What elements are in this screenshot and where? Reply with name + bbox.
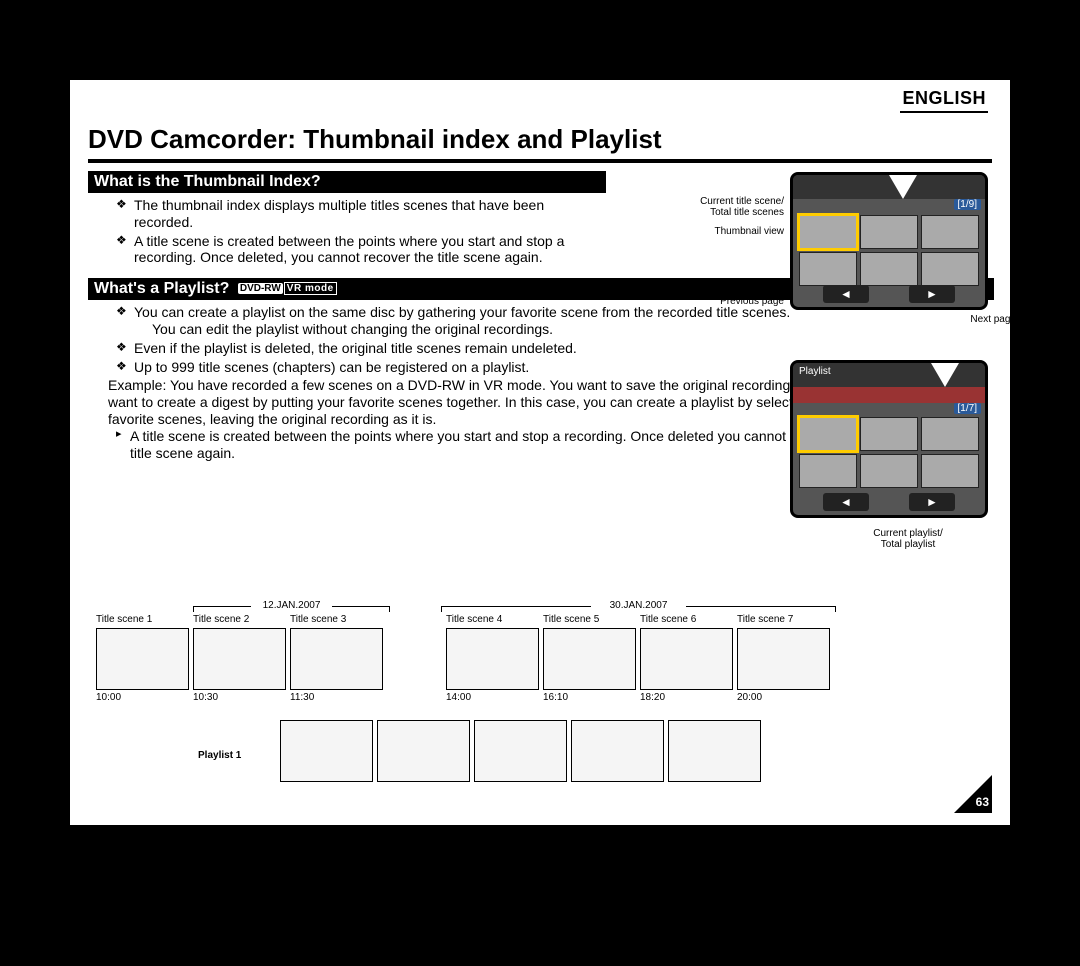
label-line: Current title scene/ (700, 196, 784, 207)
mode-badge: DVD-RWVR mode (238, 283, 337, 294)
lcd1-next-label: Next page (906, 314, 1016, 325)
bullet: Up to 999 title scenes (chapters) can be… (116, 359, 886, 376)
scene-label: Title scene 7 (737, 614, 830, 626)
section2-heading-text: What's a Playlist? (94, 280, 229, 297)
bullet-subline: You can edit the playlist without changi… (152, 321, 886, 338)
scene-label: Title scene 1 (96, 614, 189, 626)
date-label: 12.JAN.2007 (263, 600, 321, 611)
page-number-corner: 63 (954, 775, 992, 813)
lcd1-thumb-label: Thumbnail view (674, 226, 784, 237)
cursor-icon (931, 363, 959, 387)
section1-bullets: The thumbnail index displays multiple ti… (116, 197, 606, 266)
scene-time: 11:30 (290, 692, 383, 703)
thumb-cell (860, 454, 918, 488)
scene-label: Title scene 4 (446, 614, 539, 626)
next-page-button[interactable]: ► (909, 285, 955, 303)
playlist-row (280, 720, 761, 782)
thumb-cell (860, 215, 918, 249)
date-bracket-1: 12.JAN.2007 (193, 600, 390, 611)
scene-time: 10:30 (193, 692, 286, 703)
scene-col: Title scene 4 14:00 (446, 614, 539, 703)
scene-label: Title scene 6 (640, 614, 733, 626)
scene-box (543, 628, 636, 690)
thumb-cell (921, 252, 979, 286)
scene-label: Title scene 5 (543, 614, 636, 626)
scene-col: Title scene 2 10:30 (193, 614, 286, 703)
scene-col: Title scene 1 10:00 (96, 614, 189, 703)
lcd-playlist: Playlist [1/7] ◄ ► (790, 360, 988, 518)
thumb-cell (921, 417, 979, 451)
badge-vr: VR mode (284, 282, 337, 295)
scene-box (737, 628, 830, 690)
scene-box (96, 628, 189, 690)
scene-label: Title scene 2 (193, 614, 286, 626)
label-line: Current playlist/ (873, 528, 942, 539)
scene-time: 14:00 (446, 692, 539, 703)
lcd-counter: [1/7] (954, 403, 981, 414)
bullet: Even if the playlist is deleted, the ori… (116, 340, 886, 357)
playlist-box (377, 720, 470, 782)
scene-label: Title scene 3 (290, 614, 383, 626)
scene-box (193, 628, 286, 690)
lcd-tabbar (793, 175, 985, 199)
thumb-cell (799, 252, 857, 286)
scene-box (290, 628, 383, 690)
lcd-thumbnail-index: [1/9] ◄ ► (790, 172, 988, 310)
cursor-icon (889, 175, 917, 199)
playlist-box (474, 720, 567, 782)
page-number: 63 (976, 795, 989, 809)
thumb-cell (860, 417, 918, 451)
language-label: ENGLISH (900, 88, 988, 113)
thumb-cell (921, 454, 979, 488)
date-bracket-2: 30.JAN.2007 (441, 600, 836, 611)
manual-page: ENGLISH DVD Camcorder: Thumbnail index a… (70, 80, 1010, 825)
example-paragraph: Example: You have recorded a few scenes … (108, 377, 878, 427)
playlist-box (280, 720, 373, 782)
lcd-grid (799, 417, 979, 488)
section2-bullets: You can create a playlist on the same di… (116, 304, 886, 375)
scene-time: 16:10 (543, 692, 636, 703)
title-scenes-strip: 12.JAN.2007 30.JAN.2007 Title scene 110:… (96, 604, 856, 703)
lcd-grid (799, 215, 979, 286)
playlist-label: Playlist 1 (198, 750, 241, 761)
arrow-note: A title scene is created between the poi… (130, 428, 860, 462)
scene-time: 10:00 (96, 692, 189, 703)
scene-col: Title scene 5 16:10 (543, 614, 636, 703)
bullet: A title scene is created between the poi… (116, 233, 606, 267)
scene-col: Title scene 7 20:00 (737, 614, 830, 703)
scene-col: Title scene 3 11:30 (290, 614, 383, 703)
lcd-counter: [1/9] (954, 199, 981, 210)
lcd1-prev-label: Previous page (674, 296, 784, 307)
lcd-tabbar: Playlist (793, 363, 985, 387)
badge-dvd: DVD-RW (238, 283, 283, 294)
playlist-title: Playlist (799, 366, 831, 377)
scene-box (446, 628, 539, 690)
thumb-cell (799, 215, 857, 249)
prev-page-button[interactable]: ◄ (823, 285, 869, 303)
prev-page-button[interactable]: ◄ (823, 493, 869, 511)
scene-box (640, 628, 733, 690)
playlist-bar (793, 387, 985, 403)
section1-heading: What is the Thumbnail Index? (88, 171, 606, 193)
thumb-cell (921, 215, 979, 249)
scene-time: 18:20 (640, 692, 733, 703)
lcd2-bottom-label: Current playlist/Total playlist (828, 528, 988, 550)
label-line: Total playlist (881, 539, 935, 550)
page-title: DVD Camcorder: Thumbnail index and Playl… (88, 124, 992, 163)
thumb-cell (860, 252, 918, 286)
next-page-button[interactable]: ► (909, 493, 955, 511)
lcd1-counter-label: Current title scene/Total title scenes (674, 196, 784, 218)
playlist-box (571, 720, 664, 782)
playlist-box (668, 720, 761, 782)
bullet: The thumbnail index displays multiple ti… (116, 197, 606, 231)
scene-time: 20:00 (737, 692, 830, 703)
label-line: Total title scenes (710, 207, 784, 218)
thumb-cell (799, 454, 857, 488)
thumb-cell (799, 417, 857, 451)
bullet: You can create a playlist on the same di… (116, 304, 886, 338)
date-label: 30.JAN.2007 (610, 600, 668, 611)
scene-col: Title scene 6 18:20 (640, 614, 733, 703)
